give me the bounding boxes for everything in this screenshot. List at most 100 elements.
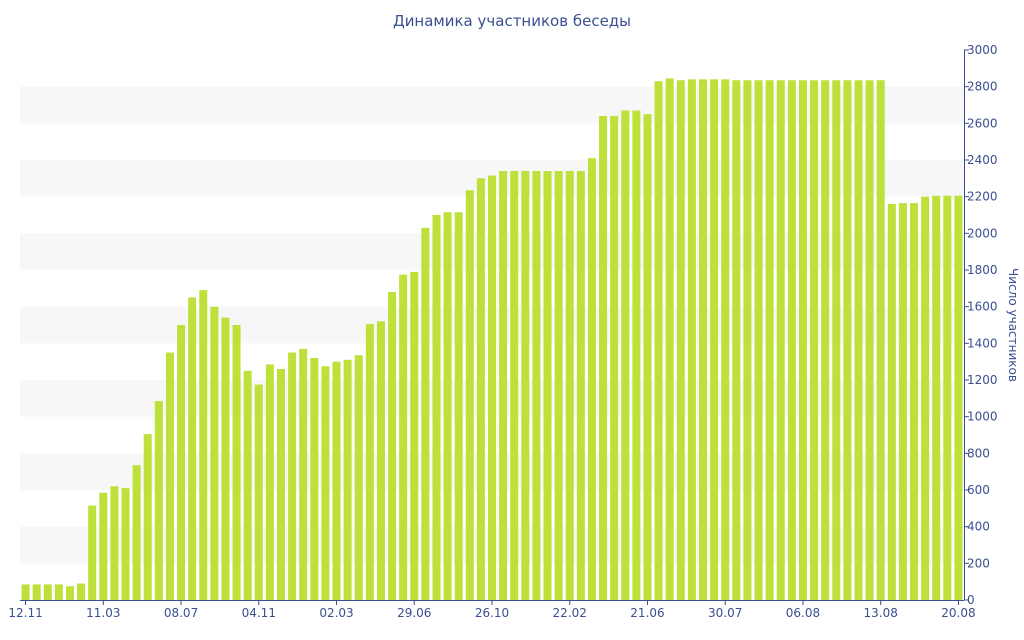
x-tick-label: 26.10 — [475, 606, 509, 620]
bar — [843, 80, 852, 600]
bar — [154, 401, 163, 600]
x-tick-label: 02.03 — [319, 606, 353, 620]
y-tick-label: 1800 — [967, 263, 998, 277]
x-tick-label: 21.06 — [630, 606, 664, 620]
bar — [932, 195, 941, 600]
bar — [532, 171, 541, 600]
y-tick-label: 1200 — [967, 373, 998, 387]
bar — [288, 352, 297, 600]
y-tick-label: 400 — [967, 520, 990, 534]
bar — [887, 204, 896, 600]
bar — [299, 348, 308, 600]
y-tick-label: 600 — [967, 483, 990, 497]
bar — [499, 171, 508, 600]
y-tick-label: 2400 — [967, 153, 998, 167]
bar — [721, 79, 730, 601]
x-tick-label: 11.03 — [86, 606, 120, 620]
y-tick-label: 0 — [967, 593, 975, 607]
bar — [910, 203, 919, 601]
bar — [643, 114, 652, 601]
bar — [354, 355, 363, 600]
bar — [510, 171, 519, 600]
bar — [710, 79, 719, 601]
y-axis: 0 200 400 600 800 1000 1200 1400 1600 1800 2000 220… — [964, 43, 998, 607]
bar — [621, 110, 630, 600]
y-tick-label: 2200 — [967, 190, 998, 204]
bar — [632, 110, 641, 600]
bar — [921, 196, 930, 600]
bar — [610, 116, 619, 600]
bar — [432, 215, 441, 600]
bar — [177, 325, 186, 600]
bar — [454, 212, 463, 600]
bar — [865, 80, 874, 600]
bar — [954, 195, 963, 600]
bar — [465, 190, 474, 600]
bar — [488, 175, 496, 601]
bar — [832, 80, 841, 600]
bar — [798, 80, 807, 600]
bar — [854, 80, 863, 600]
bar — [776, 80, 785, 600]
y-tick-label: 2000 — [967, 226, 998, 240]
bar — [65, 586, 74, 600]
bar — [676, 80, 685, 600]
y-tick-label: 800 — [967, 446, 990, 460]
bar — [343, 359, 352, 600]
bar — [376, 321, 385, 600]
x-tick-label: 12.11 — [8, 606, 42, 620]
bar — [743, 80, 752, 600]
bar — [121, 488, 130, 600]
bar — [332, 361, 341, 600]
bar — [765, 80, 774, 600]
bar — [99, 492, 108, 600]
bar — [165, 352, 174, 600]
bar — [521, 171, 530, 600]
x-tick-label: 30.07 — [708, 606, 742, 620]
bars — [21, 78, 963, 601]
bar — [565, 171, 574, 600]
x-tick-label: 08.07 — [164, 606, 198, 620]
bar — [365, 324, 374, 600]
bar — [599, 116, 608, 600]
bar — [43, 584, 52, 600]
bar — [943, 195, 952, 600]
bar — [787, 80, 796, 600]
x-tick-label: 20.08 — [941, 606, 975, 620]
bar — [699, 79, 708, 601]
bar — [54, 584, 63, 600]
bar — [576, 171, 585, 600]
bar — [543, 171, 552, 600]
bar — [88, 505, 97, 600]
bar — [132, 465, 141, 600]
bar — [265, 364, 274, 600]
bar — [476, 178, 485, 601]
bar — [554, 171, 563, 600]
bar — [443, 212, 452, 600]
y-tick-label: 200 — [967, 556, 990, 570]
x-tick-label: 04.11 — [242, 606, 276, 620]
y-tick-label: 1600 — [967, 300, 998, 314]
bar — [221, 317, 230, 600]
x-tick-label: 22.02 — [553, 606, 587, 620]
y-tick-label: 2800 — [967, 80, 998, 94]
bar — [188, 297, 197, 600]
y-axis-label: Число участников — [1006, 268, 1020, 382]
y-tick-label: 1400 — [967, 336, 998, 350]
chart-title: Динамика участников беседы — [392, 12, 632, 30]
bar — [421, 227, 430, 601]
y-tick-label: 3000 — [967, 43, 998, 57]
bar — [199, 290, 208, 600]
bar — [587, 158, 596, 600]
x-tick-label: 29.06 — [397, 606, 431, 620]
bar — [754, 80, 763, 600]
bar — [321, 366, 330, 600]
bar — [210, 306, 219, 600]
y-tick-label: 1000 — [967, 410, 998, 424]
bar — [110, 486, 119, 600]
bar — [310, 358, 319, 600]
y-tick-label: 2600 — [967, 116, 998, 130]
x-tick-label: 06.08 — [786, 606, 820, 620]
x-tick-label: 13.08 — [864, 606, 898, 620]
